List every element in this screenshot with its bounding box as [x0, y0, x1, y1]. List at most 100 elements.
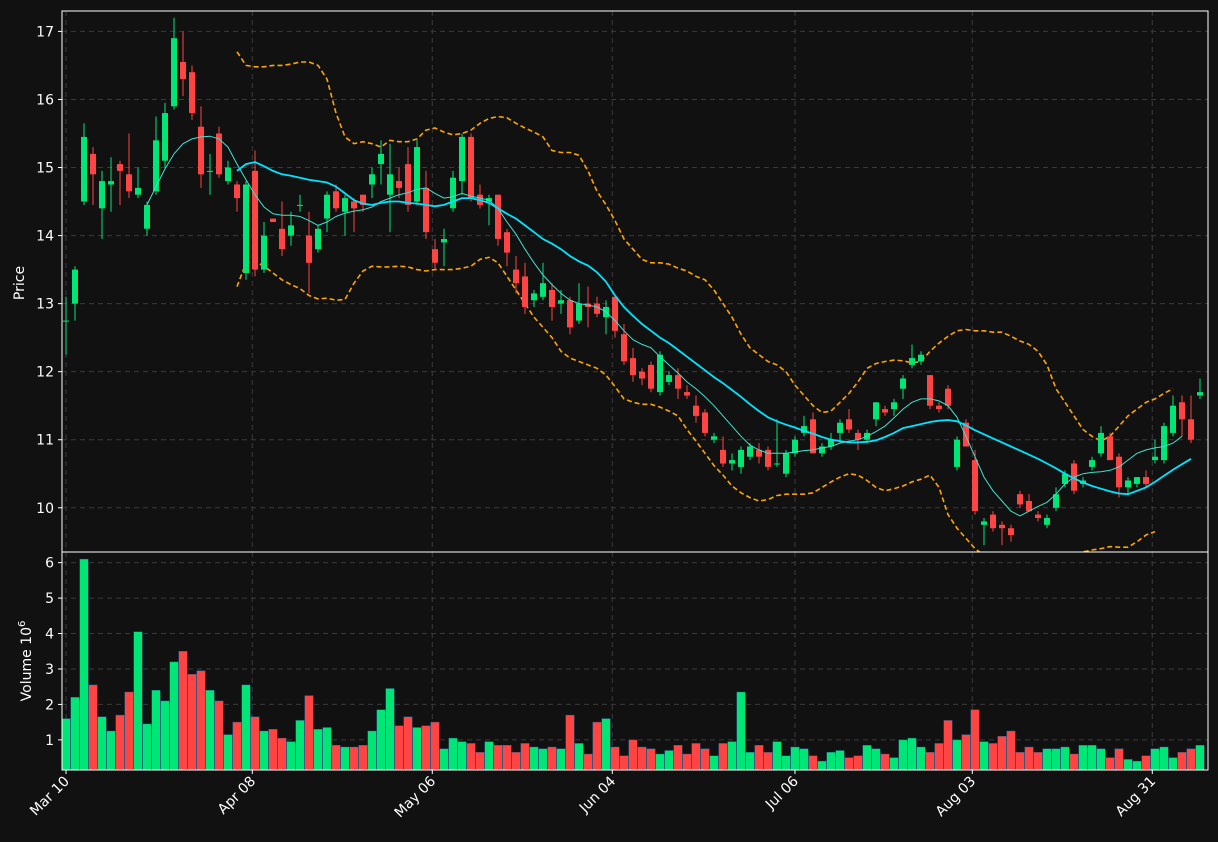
candle-body — [693, 405, 699, 416]
candle-body — [846, 419, 852, 430]
candle-body — [432, 249, 438, 263]
volume-bar — [133, 631, 143, 770]
candle-body — [423, 187, 429, 233]
candle-body — [612, 296, 618, 331]
volume-bar — [70, 697, 80, 770]
candle-body — [909, 358, 915, 365]
volume-bar — [1033, 752, 1043, 770]
volume-bar — [799, 748, 809, 770]
volume-bar — [349, 746, 359, 770]
candle-body — [1188, 419, 1194, 440]
candle-body — [1161, 426, 1167, 461]
volume-bar — [178, 651, 188, 770]
candle-body — [954, 439, 960, 467]
candle-body — [369, 174, 375, 185]
volume-bar — [583, 753, 593, 770]
volume-bar — [700, 748, 710, 770]
candle-body — [801, 426, 807, 433]
price-grid — [62, 11, 1208, 552]
volume-bar — [790, 746, 800, 770]
volume-bar — [520, 743, 530, 770]
volume-bar — [1078, 745, 1088, 770]
candle-body — [342, 198, 348, 212]
candle-body — [162, 113, 168, 161]
candle-body — [855, 432, 861, 440]
candle-body — [1089, 460, 1095, 467]
volume-bar — [241, 684, 251, 770]
candle-body — [135, 187, 141, 195]
candle-body — [324, 194, 330, 219]
upper-band-line — [236, 51, 1174, 443]
volume-bar — [340, 746, 350, 770]
price-tick-label: 16 — [36, 92, 54, 108]
candle-body — [225, 167, 231, 182]
volume-bar — [916, 746, 926, 770]
candle-body — [351, 201, 357, 209]
candle-body — [1125, 480, 1131, 488]
candle-body — [927, 375, 933, 406]
candle-body — [153, 140, 159, 192]
candle-body — [81, 136, 87, 202]
candle-body — [90, 153, 96, 175]
volume-bar — [466, 743, 476, 770]
candle-body — [288, 225, 294, 236]
candle-body — [792, 439, 798, 454]
volume-bar — [448, 737, 458, 770]
candle-body — [252, 170, 258, 270]
volume-bar — [907, 737, 917, 770]
volume-bar — [961, 734, 971, 770]
volume-bar — [484, 741, 494, 770]
candle-body — [387, 174, 393, 195]
volume-bar — [1195, 745, 1205, 770]
volume-bar — [1015, 752, 1025, 770]
candle-body — [630, 358, 636, 376]
volume-bar — [853, 755, 863, 770]
volume-tick-label: 6 — [45, 556, 54, 572]
volume-axis-label-text: Volume 10 — [19, 627, 35, 701]
candle-body — [396, 181, 402, 188]
candle-body — [936, 405, 942, 410]
candle-body — [1116, 456, 1122, 488]
volume-bar — [835, 750, 845, 770]
volume-bar — [826, 752, 836, 770]
candle-body — [783, 453, 789, 474]
volume-bar — [160, 700, 170, 770]
volume-bar — [1006, 730, 1016, 770]
candle-body — [513, 269, 519, 284]
volume-bar — [889, 757, 899, 770]
candle-body — [216, 133, 222, 175]
volume-bar — [808, 755, 818, 770]
volume-bar — [574, 743, 584, 770]
candle-body — [1134, 477, 1140, 484]
candle-body — [360, 194, 366, 205]
volume-bar — [88, 684, 98, 770]
candle-body — [873, 402, 879, 420]
candle-body — [576, 303, 582, 321]
volume-bar — [322, 727, 332, 770]
volume-bar — [331, 745, 341, 770]
price-tick-label: 12 — [36, 365, 54, 381]
volume-bar — [304, 695, 314, 770]
volume-bar — [223, 734, 233, 770]
candle-body — [468, 136, 474, 199]
volume-bar — [727, 741, 737, 770]
volume-bar — [502, 745, 512, 770]
volume-bar — [205, 690, 215, 770]
volume-bar — [1141, 755, 1151, 770]
volume-bar — [646, 748, 656, 770]
volume-bar — [124, 691, 134, 770]
volume-bar — [664, 750, 674, 770]
price-tick-label: 15 — [36, 161, 54, 177]
volume-bar — [1150, 748, 1160, 770]
volume-bar — [412, 727, 422, 770]
volume-bar — [394, 725, 404, 770]
candle-body — [522, 276, 528, 307]
candle-body — [1008, 528, 1014, 535]
volume-tick-label: 5 — [45, 591, 54, 607]
volume-bar — [1042, 748, 1052, 770]
candle-body — [756, 449, 762, 457]
volume-bar — [97, 716, 107, 770]
volume-bar — [196, 670, 206, 770]
candle-body — [747, 446, 753, 457]
volume-bar — [691, 743, 701, 770]
